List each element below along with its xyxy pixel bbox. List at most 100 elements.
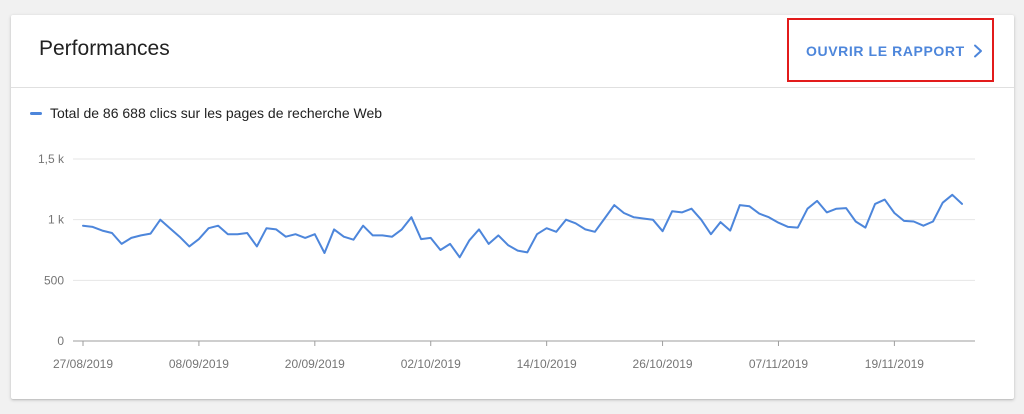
- performance-card: Performances OUVRIR LE RAPPORT Total de …: [11, 15, 1014, 399]
- data-point[interactable]: [631, 214, 637, 220]
- data-point[interactable]: [698, 217, 704, 223]
- data-point[interactable]: [843, 205, 849, 211]
- data-point[interactable]: [718, 219, 724, 225]
- data-point[interactable]: [669, 208, 675, 214]
- data-point[interactable]: [128, 235, 134, 241]
- x-tick-label: 19/11/2019: [865, 357, 924, 371]
- data-point[interactable]: [138, 232, 144, 238]
- data-point[interactable]: [437, 247, 443, 253]
- data-point[interactable]: [766, 214, 772, 220]
- data-point[interactable]: [109, 230, 115, 236]
- data-point[interactable]: [524, 249, 530, 255]
- data-point[interactable]: [901, 218, 907, 224]
- data-point[interactable]: [621, 210, 627, 216]
- x-tick-label: 14/10/2019: [517, 357, 577, 371]
- data-point[interactable]: [911, 219, 917, 225]
- clicks-series-line[interactable]: [82, 193, 963, 259]
- data-point[interactable]: [940, 200, 946, 206]
- data-point[interactable]: [833, 206, 839, 212]
- data-point[interactable]: [737, 202, 743, 208]
- data-point[interactable]: [872, 201, 878, 207]
- data-point[interactable]: [215, 223, 221, 229]
- data-point[interactable]: [447, 241, 453, 247]
- data-point[interactable]: [495, 232, 501, 238]
- data-point[interactable]: [660, 228, 666, 234]
- data-point[interactable]: [785, 224, 791, 230]
- data-point[interactable]: [573, 220, 579, 226]
- data-point[interactable]: [167, 225, 173, 231]
- data-point[interactable]: [225, 231, 231, 237]
- data-point[interactable]: [399, 226, 405, 232]
- data-point[interactable]: [679, 209, 685, 215]
- data-point[interactable]: [293, 231, 299, 237]
- data-point[interactable]: [80, 223, 86, 229]
- data-point[interactable]: [418, 236, 424, 242]
- data-point[interactable]: [254, 243, 260, 249]
- data-point[interactable]: [891, 210, 897, 216]
- data-point[interactable]: [486, 241, 492, 247]
- data-point[interactable]: [177, 234, 183, 240]
- data-point[interactable]: [824, 209, 830, 215]
- x-tick-label: 08/09/2019: [169, 357, 229, 371]
- data-point[interactable]: [563, 217, 569, 223]
- data-point[interactable]: [264, 225, 270, 231]
- data-point[interactable]: [795, 225, 801, 231]
- data-point[interactable]: [99, 228, 105, 234]
- data-point[interactable]: [805, 206, 811, 212]
- data-point[interactable]: [90, 224, 96, 230]
- data-point[interactable]: [119, 241, 125, 247]
- data-point[interactable]: [515, 248, 521, 254]
- data-point[interactable]: [322, 250, 328, 256]
- data-point[interactable]: [331, 226, 337, 232]
- data-point[interactable]: [553, 229, 559, 235]
- data-point[interactable]: [244, 230, 250, 236]
- data-point[interactable]: [457, 254, 463, 260]
- data-point[interactable]: [186, 243, 192, 249]
- data-point[interactable]: [862, 225, 868, 231]
- data-point[interactable]: [408, 214, 414, 220]
- data-point[interactable]: [534, 231, 540, 237]
- data-point[interactable]: [602, 216, 608, 222]
- data-point[interactable]: [814, 198, 820, 204]
- data-point[interactable]: [640, 216, 646, 222]
- data-point[interactable]: [476, 226, 482, 232]
- data-point[interactable]: [689, 206, 695, 212]
- data-point[interactable]: [428, 235, 434, 241]
- data-point[interactable]: [206, 225, 212, 231]
- data-point[interactable]: [351, 237, 357, 243]
- data-point[interactable]: [959, 201, 965, 207]
- data-point[interactable]: [370, 232, 376, 238]
- data-point[interactable]: [312, 231, 318, 237]
- data-point[interactable]: [360, 223, 366, 229]
- data-point[interactable]: [466, 237, 472, 243]
- data-point[interactable]: [611, 202, 617, 208]
- data-point[interactable]: [157, 217, 163, 223]
- y-tick-label: 1 k: [48, 213, 65, 227]
- data-point[interactable]: [235, 231, 241, 237]
- data-point[interactable]: [853, 219, 859, 225]
- data-point[interactable]: [273, 226, 279, 232]
- data-point[interactable]: [196, 236, 202, 242]
- data-point[interactable]: [302, 235, 308, 241]
- data-point[interactable]: [148, 231, 154, 237]
- data-point[interactable]: [505, 242, 511, 248]
- data-point[interactable]: [283, 234, 289, 240]
- data-point[interactable]: [708, 231, 714, 237]
- data-point[interactable]: [949, 192, 955, 198]
- data-point[interactable]: [727, 228, 733, 234]
- data-point[interactable]: [930, 219, 936, 225]
- data-point[interactable]: [389, 234, 395, 240]
- data-point[interactable]: [920, 223, 926, 229]
- data-point[interactable]: [747, 203, 753, 209]
- data-point[interactable]: [592, 229, 598, 235]
- data-point[interactable]: [776, 220, 782, 226]
- data-point[interactable]: [650, 217, 656, 223]
- data-point[interactable]: [544, 225, 550, 231]
- data-point[interactable]: [341, 234, 347, 240]
- data-point[interactable]: [882, 197, 888, 203]
- data-point[interactable]: [756, 211, 762, 217]
- open-report-button[interactable]: OUVRIR LE RAPPORT: [787, 18, 994, 82]
- data-point[interactable]: [379, 232, 385, 238]
- data-point[interactable]: [582, 226, 588, 232]
